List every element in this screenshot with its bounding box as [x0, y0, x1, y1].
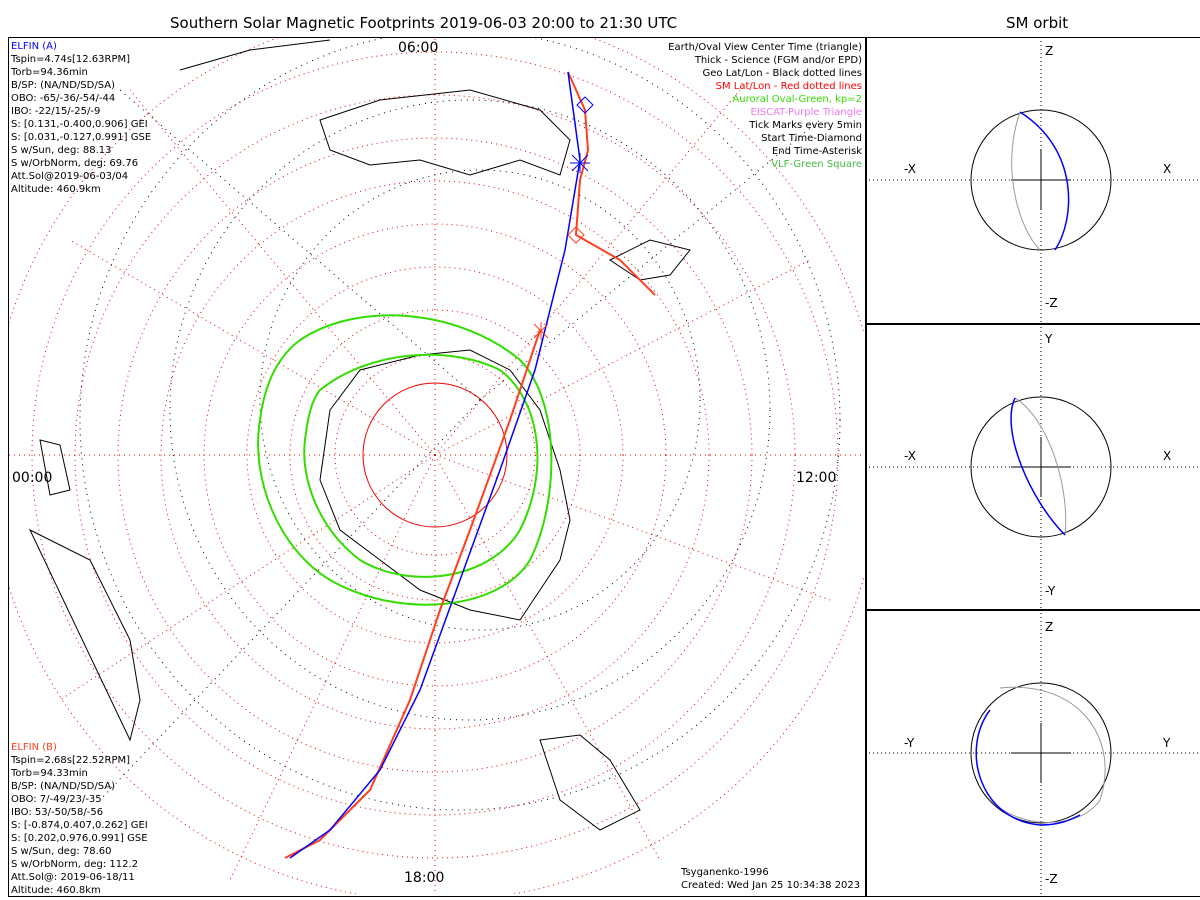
axis-label-down: -Y — [1045, 584, 1056, 598]
model-label: Tsyganenko-1996 — [681, 867, 769, 878]
sm-orbit-title: SM orbit — [1006, 14, 1069, 32]
axis-label-down: -Z — [1045, 296, 1058, 310]
axis-label-up: Y — [1045, 332, 1053, 346]
elfin-b-track — [567, 71, 656, 296]
legend-item: Thick - Science (FGM and/or EPD) — [694, 55, 862, 66]
elfin-a-line: B/SP: (NA/ND/SD/SA) — [11, 80, 115, 91]
sm-orbit-panel-xz — [865, 37, 1200, 325]
axis-label-left: -Y — [904, 736, 915, 750]
axis-label-left: -X — [904, 162, 916, 176]
elfin-b-line: S: [0.202,0.976,0.991] GSE — [11, 833, 148, 844]
elfin-b-end-asterisk — [533, 322, 549, 340]
legend-item: Tick Marks every 5min — [749, 120, 862, 131]
elfin-b-label: ELFIN (B) — [11, 742, 57, 753]
elfin-a-line: Torb=94.36min — [11, 67, 88, 78]
elfin-a-start-diamond — [576, 96, 594, 114]
elfin-a-line: S w/OrbNorm, deg: 69.76 — [11, 158, 139, 169]
legend-item: SM Lat/Lon - Red dotted lines — [715, 81, 862, 92]
elfin-b-track-lower — [284, 329, 541, 859]
elfin-b-start-diamond — [567, 226, 585, 244]
elfin-b-line: Torb=94.33min — [11, 768, 88, 779]
axis-label-left: -X — [904, 449, 916, 463]
legend-item: Earth/Oval View Center Time (triangle) — [668, 42, 862, 53]
mlt-label-bottom: 18:00 — [404, 870, 445, 886]
plot-title: Southern Solar Magnetic Footprints 2019-… — [170, 14, 678, 32]
created-timestamp: Created: Wed Jan 25 10:34:38 2023 — [681, 880, 861, 891]
axis-label-down: -Z — [1045, 872, 1058, 886]
legend: Earth/Oval View Center Time (triangle) T… — [668, 41, 862, 171]
elfin-b-line: B/SP: (NA/ND/SD/SA) — [11, 781, 115, 792]
elfin-a-end-asterisk — [570, 153, 590, 173]
elfin-a-line: S: [0.131,-0.400,0.906] GEI — [11, 119, 148, 130]
auroral-oval — [257, 314, 553, 606]
elfin-a-line: Altitude: 460.9km — [11, 184, 101, 195]
elfin-b-line: S w/OrbNorm, deg: 112.2 — [11, 859, 139, 870]
elfin-b-line: IBO: 53/-50/58/-56 — [11, 807, 104, 818]
legend-item: Geo Lat/Lon - Black dotted lines — [702, 68, 862, 79]
mlt-label-right: 12:00 — [796, 470, 837, 486]
legend-item: VLF-Green Square — [771, 159, 862, 170]
axis-label-right: X — [1163, 449, 1172, 463]
axis-label-right: X — [1163, 162, 1172, 176]
geo-grid-lines — [79, 38, 841, 811]
sm-inner-circle — [362, 382, 508, 528]
elfin-a-label: ELFIN (A) — [11, 41, 57, 52]
legend-item: End Time-Asterisk — [771, 146, 862, 157]
axis-label-up: Z — [1045, 620, 1054, 634]
legend-item: Start Time-Diamond — [761, 133, 862, 144]
elfin-b-line: OBO: 7/-49/23/-35 — [11, 794, 102, 805]
elfin-a-line: IBO: -22/15/-25/-9 — [11, 106, 101, 117]
elfin-b-line: S w/Sun, deg: 78.60 — [11, 846, 112, 857]
coastlines — [28, 39, 691, 831]
legend-item: Auroral Oval-Green, kp=2 — [732, 94, 862, 105]
mlt-label-top: 06:00 — [398, 40, 439, 56]
footprint-plot-frame — [8, 37, 867, 897]
legend-item: EISCAT-Purple Triangle — [750, 107, 863, 118]
sm-orbit-plots — [865, 37, 1200, 895]
elfin-b-line: Att.Sol@: 2019-06-18/11 — [11, 872, 135, 883]
axis-label-right: Y — [1163, 736, 1171, 750]
elfin-b-line: S: [-0.874,0.407,0.262] GEI — [11, 820, 148, 831]
elfin-a-line: S: [0.031,-0.127,0.991] GSE — [11, 132, 152, 143]
sm-grid-meridians — [9, 38, 864, 894]
elfin-a-line: Tspin=4.74s[12.63RPM] — [11, 54, 131, 65]
mlt-label-left: 00:00 — [12, 470, 53, 486]
elfin-a-line: Att.Sol@2019-06-03/04 — [11, 171, 129, 182]
axis-label-up: Z — [1045, 44, 1054, 58]
elfin-a-line: S w/Sun, deg: 88.13 — [11, 145, 112, 156]
elfin-b-line: Tspin=2.68s[22.52RPM] — [11, 755, 131, 766]
elfin-b-line: Altitude: 460.8km — [11, 885, 101, 896]
elfin-a-line: OBO: -65/-36/-54/-44 — [11, 93, 116, 104]
elfin-a-track — [289, 71, 581, 859]
